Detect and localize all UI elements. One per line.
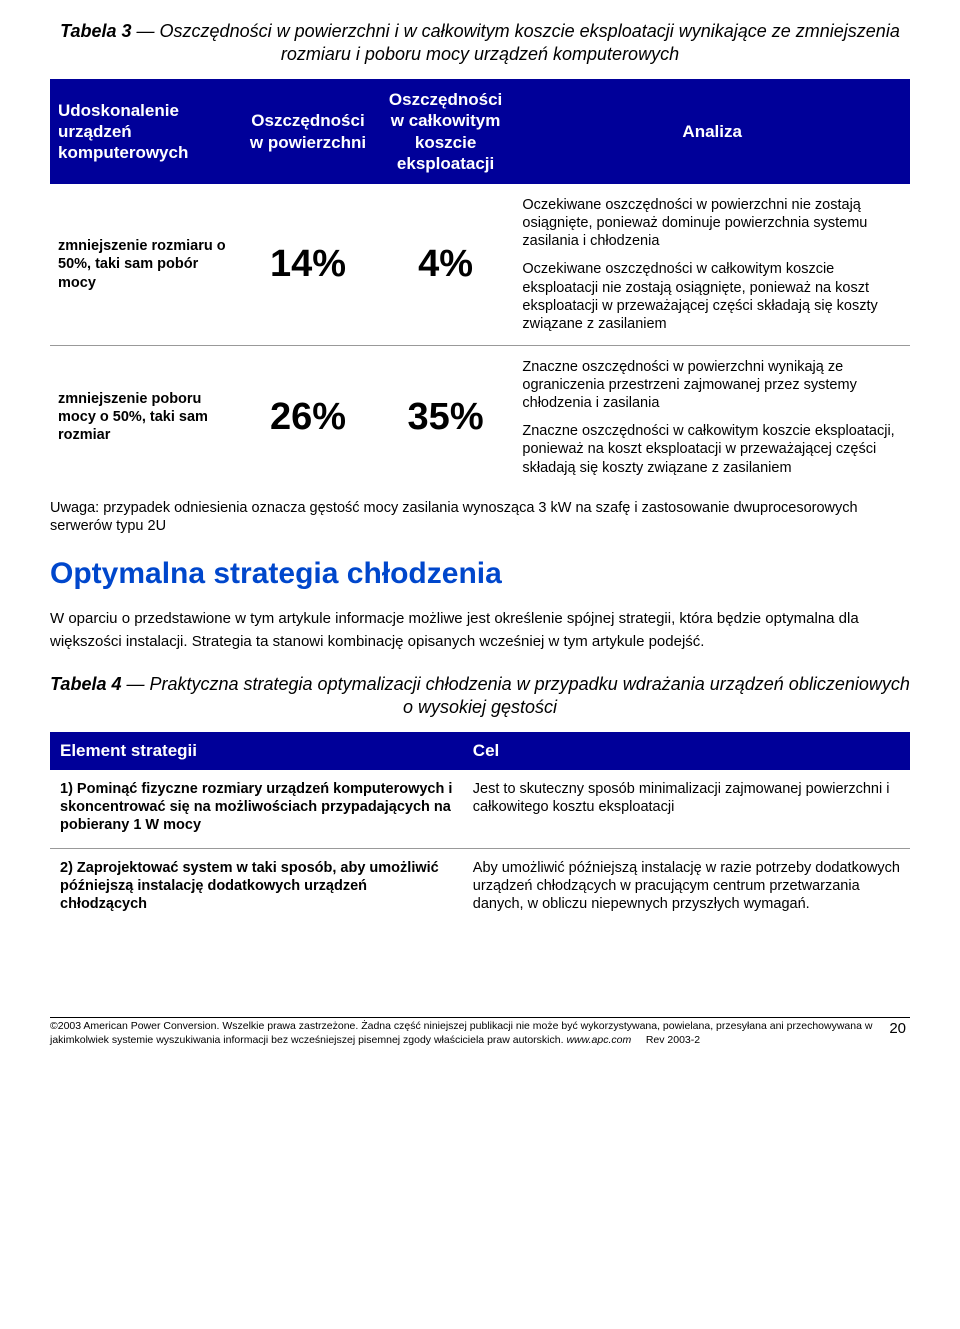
section-heading: Optymalna strategia chłodzenia <box>50 555 910 593</box>
section-paragraph: W oparciu o przedstawione w tym artykule… <box>50 608 910 653</box>
t3-r1-a0: Znaczne oszczędności w powierzchni wynik… <box>522 358 902 412</box>
table3-title: Tabela 3 — Oszczędności w powierzchni i … <box>50 20 910 65</box>
t4-r1-right: Aby umożliwić późniejszą instalację w ra… <box>463 849 910 928</box>
table4-title-rest: — Praktyczna strategia optymalizacji chł… <box>121 674 909 717</box>
footer-text: ©2003 American Power Conversion. Wszelki… <box>50 1020 875 1046</box>
t4-row-0: 1) Pominąć fizyczne rozmiary urządzeń ko… <box>50 770 910 849</box>
table4-title: Tabela 4 — Praktyczna strategia optymali… <box>50 673 910 718</box>
t3-r1-surface: 26% <box>239 345 377 488</box>
t4-row-1: 2) Zaprojektować system w taki sposób, a… <box>50 849 910 928</box>
page-number: 20 <box>885 1020 910 1039</box>
t3-r0-surface: 14% <box>239 184 377 345</box>
t4-h2: Cel <box>463 732 910 769</box>
table3-note: Uwaga: przypadek odniesienia oznacza gęs… <box>50 499 910 535</box>
t3-r1-a1: Znaczne oszczędności w całkowitym koszci… <box>522 422 902 476</box>
t3-h4: Analiza <box>514 79 910 184</box>
table3-title-bold: Tabela 3 <box>60 21 131 41</box>
t3-r0-a0: Oczekiwane oszczędności w powierzchni ni… <box>522 196 902 250</box>
table3-title-rest: — Oszczędności w powierzchni i w całkowi… <box>132 21 900 64</box>
footer: ©2003 American Power Conversion. Wszelki… <box>50 1017 910 1046</box>
t4-r1-left: 2) Zaprojektować system w taki sposób, a… <box>50 849 463 928</box>
table4: Element strategii Cel 1) Pominąć fizyczn… <box>50 732 910 927</box>
table4-title-bold: Tabela 4 <box>50 674 121 694</box>
footer-url: www.apc.com <box>566 1034 631 1046</box>
t3-row-0: zmniejszenie rozmiaru o 50%, taki sam po… <box>50 184 910 345</box>
t3-h3: Oszczędności w całkowitym koszcie eksplo… <box>377 79 515 184</box>
footer-copyright: ©2003 American Power Conversion. Wszelki… <box>50 1020 872 1045</box>
t4-h1: Element strategii <box>50 732 463 769</box>
t4-r0-left: 1) Pominąć fizyczne rozmiary urządzeń ko… <box>50 770 463 849</box>
t3-row-1: zmniejszenie poboru mocy o 50%, taki sam… <box>50 345 910 488</box>
t3-r0-label: zmniejszenie rozmiaru o 50%, taki sam po… <box>50 184 239 345</box>
t3-r0-analysis: Oczekiwane oszczędności w powierzchni ni… <box>514 184 910 345</box>
t3-h1: Udoskonalenie urządzeń komputerowych <box>50 79 239 184</box>
t3-h2: Oszczędności w powierzchni <box>239 79 377 184</box>
t4-r0-right: Jest to skuteczny sposób minimalizacji z… <box>463 770 910 849</box>
t3-r1-analysis: Znaczne oszczędności w powierzchni wynik… <box>514 345 910 488</box>
t3-r0-cost: 4% <box>377 184 515 345</box>
table3: Udoskonalenie urządzeń komputerowych Osz… <box>50 79 910 489</box>
t3-r1-label: zmniejszenie poboru mocy o 50%, taki sam… <box>50 345 239 488</box>
footer-rev: Rev 2003-2 <box>646 1034 700 1046</box>
t3-r0-a1: Oczekiwane oszczędności w całkowitym kos… <box>522 260 902 333</box>
t3-r1-cost: 35% <box>377 345 515 488</box>
